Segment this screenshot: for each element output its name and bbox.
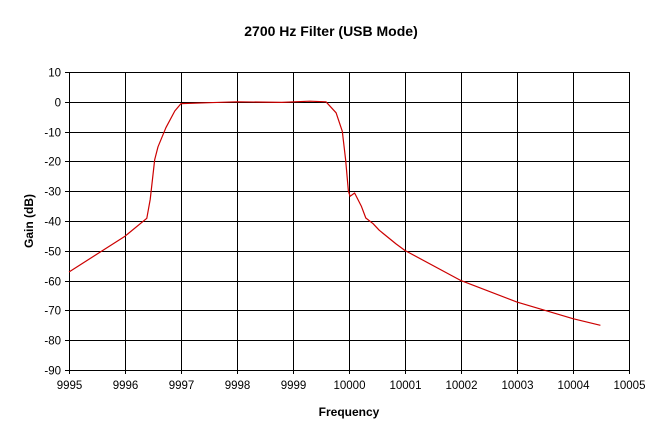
x-tick-label: 9996 <box>113 380 139 392</box>
chart-title: 2700 Hz Filter (USB Mode) <box>244 23 417 39</box>
y-tick-label: -60 <box>44 277 61 289</box>
y-tick-label: 0 <box>55 98 61 110</box>
y-tick-label: -90 <box>44 366 61 378</box>
y-tick-label: -20 <box>44 157 61 169</box>
x-axis-ticks: 9995 9996 9997 9998 9999 10000 10001 10002 10003… <box>57 380 646 392</box>
y-tick-label: -80 <box>44 336 61 348</box>
y-tick-label: -30 <box>44 187 61 199</box>
grid <box>65 72 630 374</box>
series-layer <box>68 100 601 326</box>
x-tick-label: 9999 <box>281 380 307 392</box>
y-tick-label: -40 <box>44 217 61 229</box>
x-tick-label: 9997 <box>169 380 195 392</box>
y-tick-label: -70 <box>44 306 61 318</box>
y-axis-ticks: 10 0 -10 -20 -30 -40 -50 -60 -70 -80 -90 <box>44 68 61 378</box>
x-tick-label: 9998 <box>225 380 251 392</box>
y-axis-label: Gain (dB) <box>22 194 36 248</box>
x-axis-label: Frequency <box>319 405 380 419</box>
x-tick-label: 10004 <box>558 380 591 392</box>
series-line-gain <box>68 100 601 326</box>
x-tick-label: 10003 <box>502 380 534 392</box>
y-tick-label: -10 <box>44 128 61 140</box>
x-tick-label: 9995 <box>57 380 83 392</box>
y-tick-label: 10 <box>48 68 61 80</box>
x-tick-label: 10005 <box>614 380 646 392</box>
y-tick-label: -50 <box>44 247 61 259</box>
x-tick-label: 10001 <box>390 380 422 392</box>
x-tick-label: 10000 <box>334 380 366 392</box>
x-tick-label: 10002 <box>446 380 478 392</box>
